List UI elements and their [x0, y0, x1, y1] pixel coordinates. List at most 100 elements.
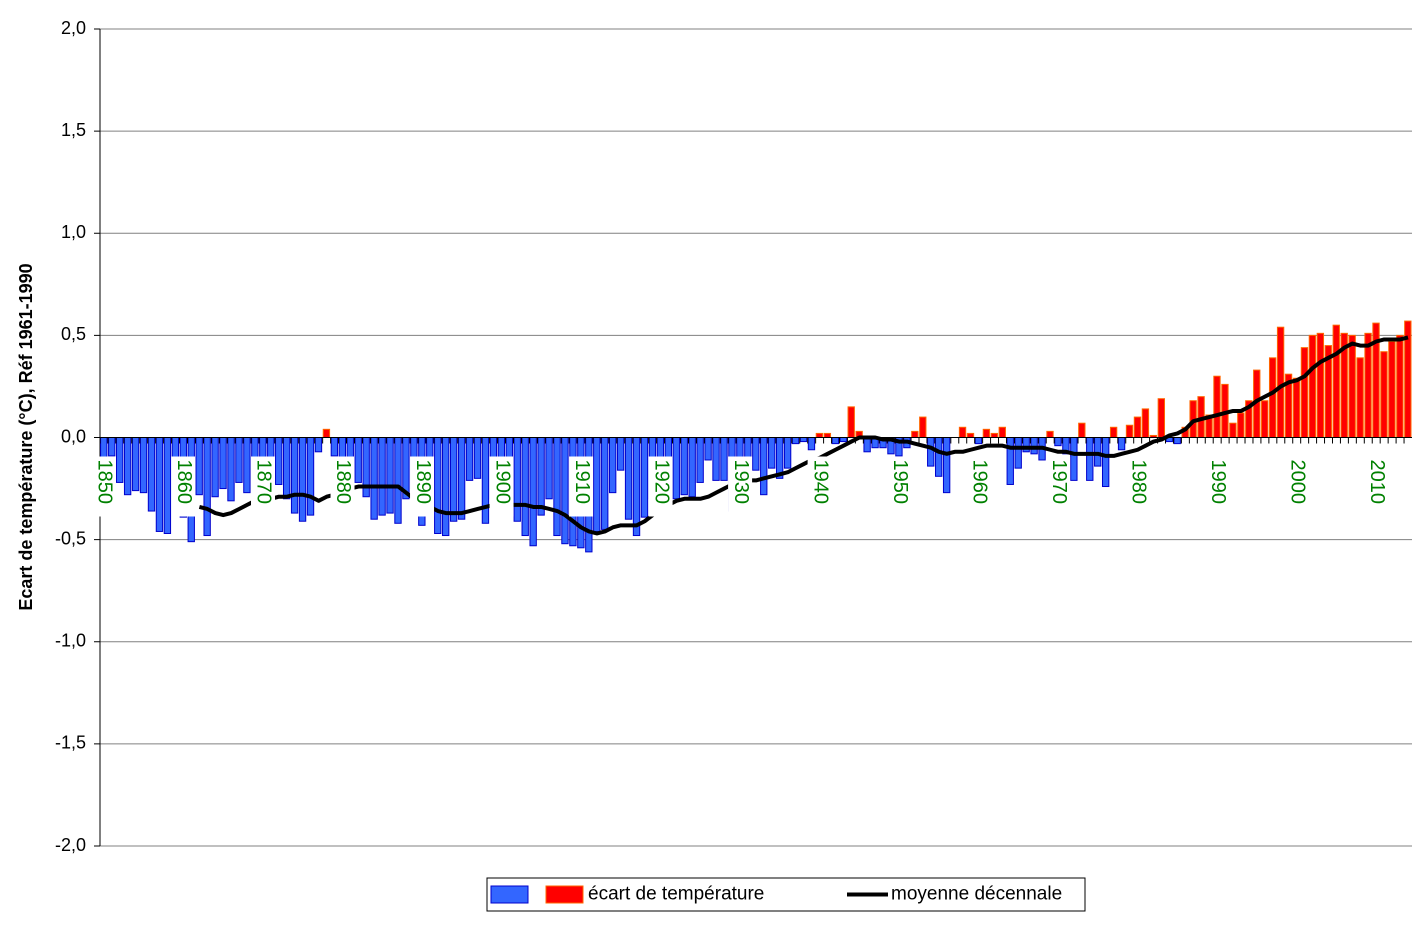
bar	[322, 428, 331, 438]
bar	[768, 437, 776, 469]
bar	[1396, 334, 1404, 438]
y-axis-title: Ecart de température (°C), Réf 1961-1990	[16, 263, 36, 610]
bar	[831, 437, 839, 445]
x-tick-label-bg	[251, 456, 276, 517]
bar	[1078, 422, 1086, 439]
bar	[537, 437, 545, 516]
bar	[608, 437, 617, 494]
bar	[839, 437, 847, 443]
bar	[919, 416, 927, 439]
bar	[911, 430, 919, 438]
x-tick-label: 1900	[491, 460, 513, 505]
bar	[616, 437, 625, 471]
bar	[720, 437, 728, 481]
bar	[1094, 437, 1102, 467]
bar	[386, 437, 394, 514]
bar	[1332, 324, 1340, 439]
bar	[696, 437, 704, 483]
bar	[752, 437, 760, 471]
line	[198, 335, 1409, 536]
bar	[1292, 377, 1301, 438]
bar	[1261, 400, 1269, 438]
bar	[1229, 422, 1237, 439]
bar	[235, 437, 243, 483]
bar	[163, 437, 172, 534]
bar	[1300, 347, 1309, 439]
bar	[863, 437, 871, 453]
bar	[370, 437, 378, 520]
bar	[1213, 375, 1221, 439]
x-tick-label-bg	[1364, 456, 1389, 517]
bar	[1133, 416, 1142, 439]
bar	[123, 437, 132, 496]
bar	[624, 437, 633, 520]
y-tick-label: 1,0	[61, 222, 86, 242]
y-tick-label: 1,5	[61, 120, 86, 140]
bar	[982, 428, 991, 438]
bar	[1173, 437, 1181, 445]
bar	[1117, 437, 1126, 451]
bar	[704, 437, 712, 461]
bar	[1380, 351, 1388, 438]
x-tick-label: 1890	[412, 460, 434, 505]
bar	[807, 437, 816, 451]
bar	[942, 437, 951, 494]
bar	[1101, 437, 1110, 488]
bar	[545, 437, 553, 500]
bar	[958, 426, 967, 439]
x-tick-label-bg	[648, 456, 673, 517]
bar	[139, 437, 148, 494]
legend-label: moyenne décennale	[891, 884, 1062, 905]
bar	[155, 437, 164, 532]
x-tick-label: 1940	[809, 460, 831, 505]
bar	[219, 437, 227, 490]
x-tick-label: 2000	[1286, 460, 1308, 505]
bar	[712, 437, 720, 481]
bar	[513, 437, 521, 522]
bar	[1141, 408, 1150, 438]
x-tick-label-bg	[1046, 456, 1071, 517]
bar	[990, 432, 999, 439]
bar	[442, 437, 450, 537]
bar	[927, 437, 935, 467]
x-tick-label: 1960	[968, 460, 990, 505]
bar	[330, 437, 339, 457]
bar	[203, 437, 211, 537]
bar	[791, 437, 800, 445]
bar	[306, 437, 315, 516]
bar	[473, 437, 482, 479]
bar	[481, 437, 490, 524]
bar	[290, 437, 299, 514]
bar	[116, 437, 124, 483]
x-tick-label-bg	[887, 456, 912, 517]
x-tick-label: 1880	[332, 460, 354, 505]
bar	[195, 437, 203, 496]
bar	[275, 437, 283, 485]
bar	[354, 437, 362, 483]
bar	[282, 437, 291, 500]
x-tick-label: 1870	[253, 460, 275, 505]
bar	[394, 437, 402, 524]
bar	[1109, 426, 1118, 439]
y-tick-label: 0,0	[61, 426, 86, 446]
bar	[680, 437, 688, 496]
bar	[640, 437, 649, 518]
x-tick-label-bg	[728, 456, 753, 517]
bar	[1086, 437, 1094, 481]
bar	[1030, 437, 1038, 455]
x-tick-label: 1860	[173, 460, 195, 505]
legend-box	[486, 877, 1086, 912]
bar	[847, 406, 855, 438]
bar	[760, 437, 768, 496]
bar	[744, 437, 752, 459]
x-tick-label: 1970	[1048, 460, 1070, 505]
x-tick-label: 2010	[1366, 460, 1388, 505]
bar	[553, 437, 561, 537]
x-tick-label-bg	[1205, 456, 1230, 517]
x-tick-label-bg	[489, 456, 514, 517]
bar	[131, 437, 140, 492]
bar	[783, 437, 792, 469]
y-tick-label: -0,5	[55, 528, 86, 548]
bar	[243, 437, 251, 494]
